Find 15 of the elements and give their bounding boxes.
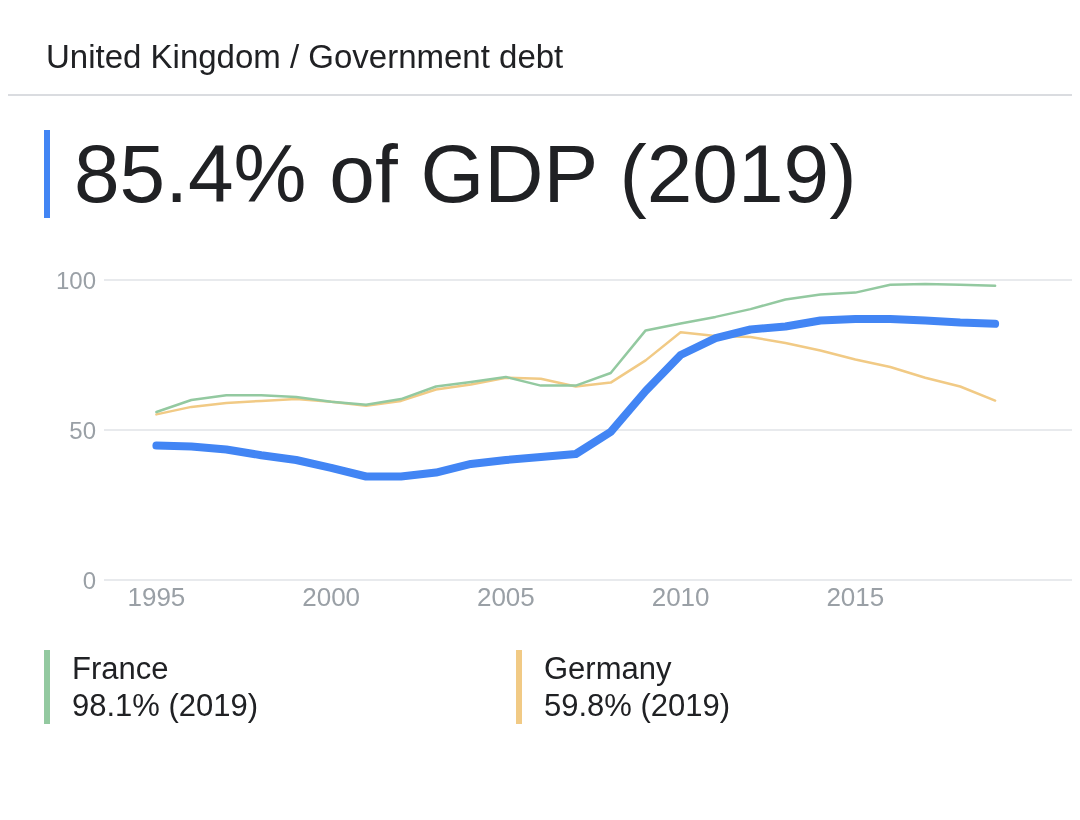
y-tick-label: 0 [82,566,96,594]
legend-label: Germany [544,650,673,687]
y-tick-label: 50 [69,416,96,444]
y-tick-label: 100 [55,266,96,294]
chart-title: United Kingdom / Government debt [8,8,1072,96]
x-tick-label: 2005 [476,582,535,613]
legend-label: France [72,650,170,687]
chart-subtitle: 85.4% of GDP (2019) [74,127,857,221]
line-series [155,282,997,414]
x-tick-label: 2000 [302,582,361,613]
x-tick-label: 2010 [651,582,710,613]
x-tick-label: 2015 [826,582,885,613]
text: 98.1% (2019) [72,687,259,724]
text: 59.8% (2019) [544,687,731,724]
x-tick-label: 1995 [127,582,186,613]
